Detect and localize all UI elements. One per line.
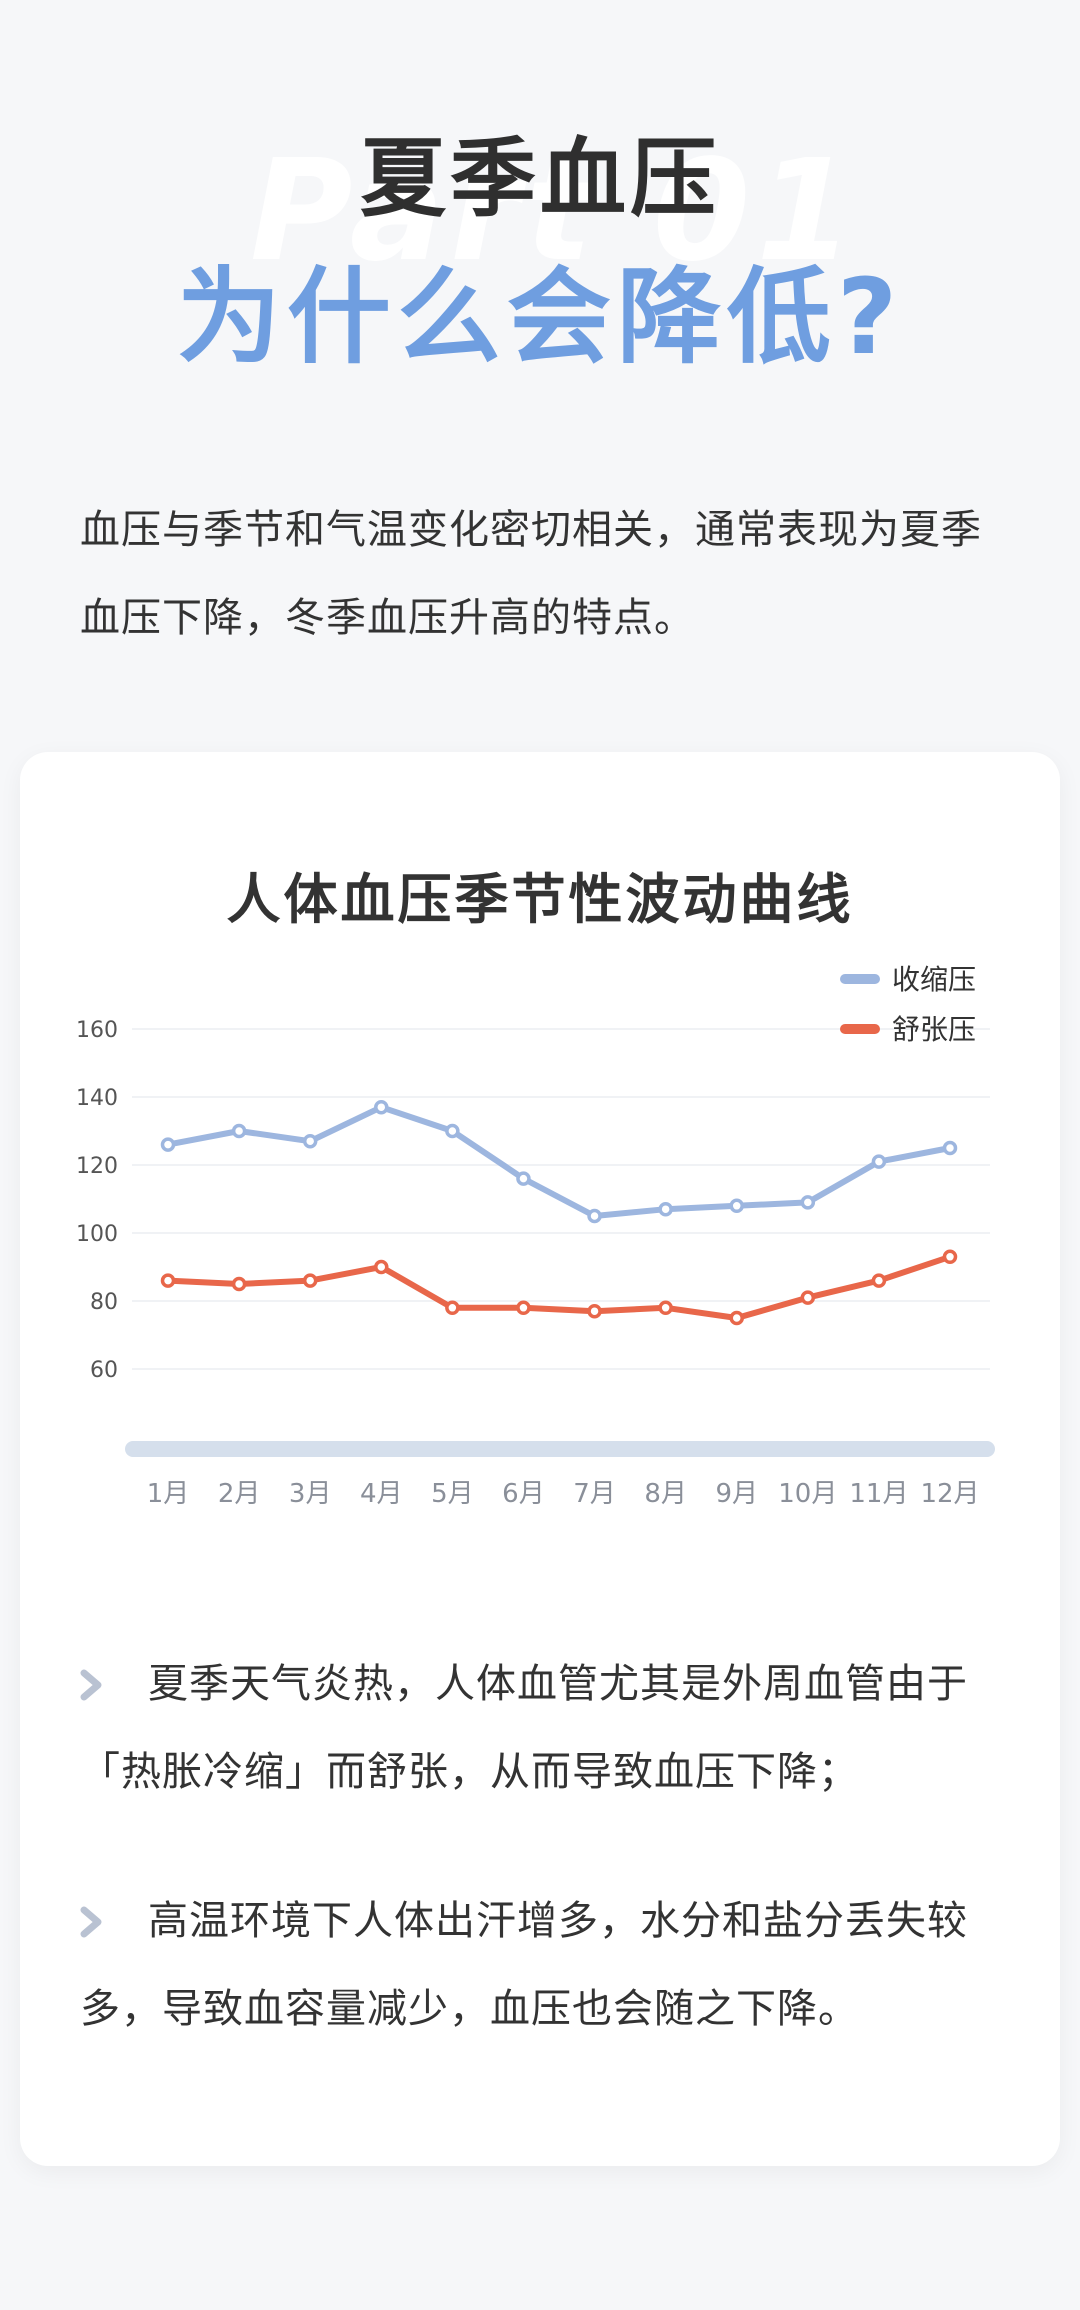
chart-card — [20, 752, 1060, 2166]
bullet-item-1: 夏季天气炎热，人体血管尤其是外周血管由于「热胀冷缩」而舒张，从而导致血压下降； — [80, 1640, 1010, 1816]
watermark-text: Part 01 — [250, 130, 860, 293]
intro-paragraph: 血压与季节和气温变化密切相关，通常表现为夏季血压下降，冬季血压升高的特点。 — [80, 507, 982, 641]
hero: Part 01 夏季血压 为什么会降低? — [0, 0, 1080, 400]
page-title-line1: 夏季血压 — [360, 129, 720, 229]
bullet-item-2: 高温环境下人体出汗增多，水分和盐分丢失较多，导致血容量减少，血压也会随之下降。 — [80, 1877, 1010, 2053]
chevron-right-icon — [80, 1644, 104, 1701]
chart-title: 人体血压季节性波动曲线 — [226, 868, 854, 931]
bullet-text-1: 夏季天气炎热，人体血管尤其是外周血管由于「热胀冷缩」而舒张，从而导致血压下降； — [80, 1661, 968, 1795]
bullet-text-2: 高温环境下人体出汗增多，水分和盐分丢失较多，导致血容量减少，血压也会随之下降。 — [80, 1898, 968, 2032]
page-title-line2: 为什么会降低? — [176, 256, 904, 378]
chevron-right-icon — [80, 1881, 104, 1938]
